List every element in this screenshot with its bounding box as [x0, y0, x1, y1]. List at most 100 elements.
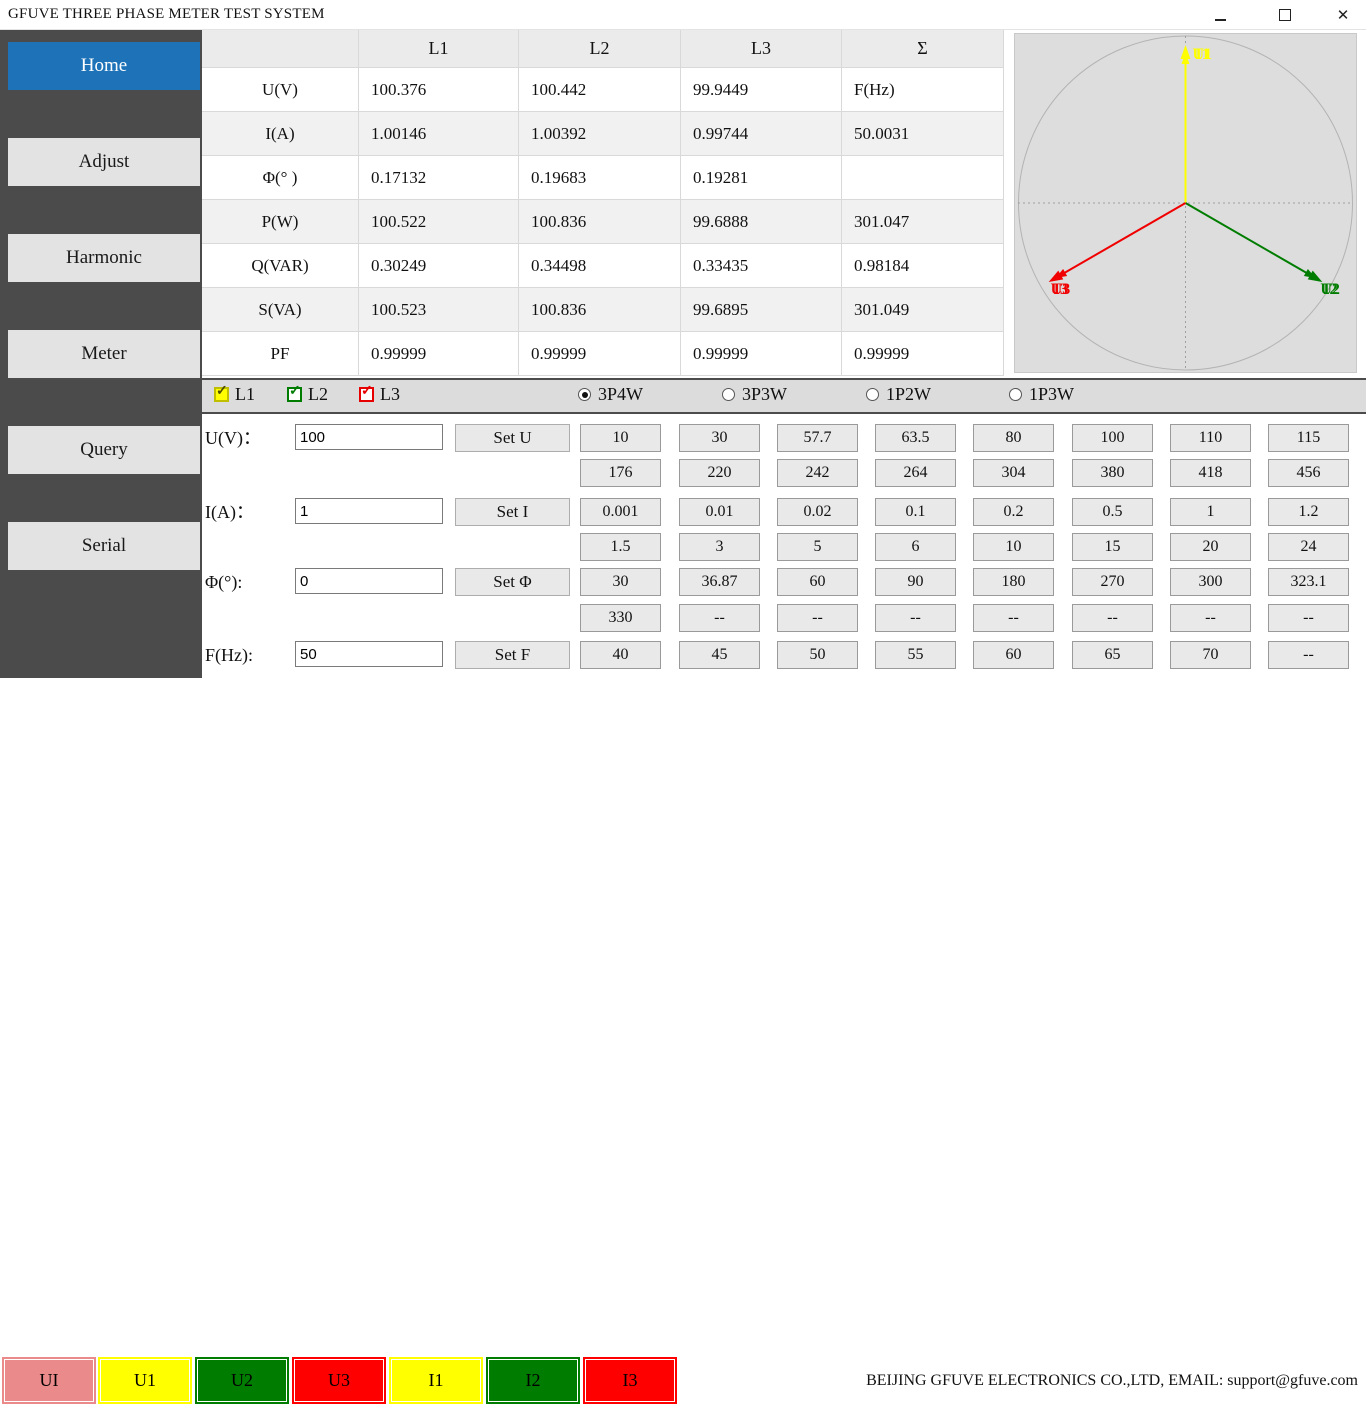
u-input[interactable] — [295, 424, 443, 450]
checkbox-l2[interactable]: ✓ — [287, 385, 302, 402]
preset-current-button[interactable]: 1.2 — [1268, 498, 1349, 526]
preset-phase-button[interactable]: -- — [973, 604, 1054, 632]
signal-button-i3[interactable]: I3 — [585, 1359, 675, 1402]
preset-voltage-button[interactable]: 57.7 — [777, 424, 858, 452]
preset-voltage-button[interactable]: 80 — [973, 424, 1054, 452]
table-header-L1: L1 — [359, 30, 519, 68]
i-input[interactable] — [295, 498, 443, 524]
preset-voltage-button[interactable]: 176 — [580, 459, 661, 487]
setter-label-i: I(A)： — [205, 502, 254, 522]
signal-button-i1[interactable]: I1 — [391, 1359, 481, 1402]
preset-phase-button[interactable]: -- — [777, 604, 858, 632]
preset-current-button[interactable]: 15 — [1072, 533, 1153, 561]
sidebar-item-home[interactable]: Home — [8, 42, 200, 90]
preset-phase-button[interactable]: 60 — [777, 568, 858, 596]
table-row-label: U(V) — [202, 68, 359, 112]
preset-phase-button[interactable]: 330 — [580, 604, 661, 632]
preset-phase-button[interactable]: 90 — [875, 568, 956, 596]
table-cell: 0.99999 — [359, 332, 519, 376]
table-cell: 0.33435 — [681, 244, 842, 288]
preset-voltage-button[interactable]: 63.5 — [875, 424, 956, 452]
preset-current-button[interactable]: 20 — [1170, 533, 1251, 561]
preset-voltage-button[interactable]: 456 — [1268, 459, 1349, 487]
preset-current-button[interactable]: 6 — [875, 533, 956, 561]
preset-phase-button[interactable]: 323.1 — [1268, 568, 1349, 596]
preset-current-button[interactable]: 0.01 — [679, 498, 760, 526]
preset-voltage-button[interactable]: 418 — [1170, 459, 1251, 487]
preset-current-button[interactable]: 0.1 — [875, 498, 956, 526]
set-f-button[interactable]: Set F — [455, 641, 570, 669]
preset-frequency-button[interactable]: 45 — [679, 641, 760, 669]
sidebar-item-query[interactable]: Query — [8, 426, 200, 474]
preset-voltage-button[interactable]: 220 — [679, 459, 760, 487]
preset-phase-button[interactable]: 180 — [973, 568, 1054, 596]
preset-current-button[interactable]: 1 — [1170, 498, 1251, 526]
signal-button-u1[interactable]: U1 — [100, 1359, 190, 1402]
sidebar-item-harmonic[interactable]: Harmonic — [8, 234, 200, 282]
preset-voltage-button[interactable]: 110 — [1170, 424, 1251, 452]
sidebar: Home Adjust Harmonic Meter Query Serial — [0, 30, 202, 678]
signal-button-u2[interactable]: U2 — [197, 1359, 287, 1402]
preset-frequency-button[interactable]: -- — [1268, 641, 1349, 669]
preset-phase-button[interactable]: 300 — [1170, 568, 1251, 596]
close-button[interactable]: ✕ — [1321, 0, 1365, 30]
phasor-label-u1: U1 — [1193, 46, 1213, 63]
signal-button-i2[interactable]: I2 — [488, 1359, 578, 1402]
preset-frequency-button[interactable]: 50 — [777, 641, 858, 669]
sidebar-item-adjust[interactable]: Adjust — [8, 138, 200, 186]
preset-current-button[interactable]: 0.02 — [777, 498, 858, 526]
preset-voltage-button[interactable]: 242 — [777, 459, 858, 487]
preset-phase-button[interactable]: -- — [679, 604, 760, 632]
preset-phase-button[interactable]: 30 — [580, 568, 661, 596]
radio-1p3w[interactable] — [1009, 388, 1022, 401]
preset-frequency-button[interactable]: 40 — [580, 641, 661, 669]
preset-phase-button[interactable]: -- — [1268, 604, 1349, 632]
preset-voltage-button[interactable]: 100 — [1072, 424, 1153, 452]
preset-frequency-button[interactable]: 55 — [875, 641, 956, 669]
phasor-label-i3: I3 — [1054, 281, 1068, 298]
preset-frequency-button[interactable]: 70 — [1170, 641, 1251, 669]
radio-3p4w[interactable] — [578, 388, 591, 401]
preset-current-button[interactable]: 0.5 — [1072, 498, 1153, 526]
preset-current-button[interactable]: 5 — [777, 533, 858, 561]
preset-voltage-button[interactable]: 380 — [1072, 459, 1153, 487]
phi-input[interactable] — [295, 568, 443, 594]
preset-current-button[interactable]: 0.001 — [580, 498, 661, 526]
sidebar-item-serial[interactable]: Serial — [8, 522, 200, 570]
signal-button-u3[interactable]: U3 — [294, 1359, 384, 1402]
checkbox-l3[interactable]: ✓ — [359, 385, 374, 402]
preset-phase-button[interactable]: -- — [1072, 604, 1153, 632]
sidebar-item-meter[interactable]: Meter — [8, 330, 200, 378]
preset-phase-button[interactable]: -- — [1170, 604, 1251, 632]
signal-button-ui[interactable]: UI — [4, 1359, 94, 1402]
table-cell: 301.047 — [842, 200, 1004, 244]
set-i-button[interactable]: Set I — [455, 498, 570, 526]
preset-current-button[interactable]: 1.5 — [580, 533, 661, 561]
f-input[interactable] — [295, 641, 443, 667]
company-info: BEIJING GFUVE ELECTRONICS CO.,LTD, EMAIL… — [866, 1372, 1358, 1389]
set-phi-button[interactable]: Set Φ — [455, 568, 570, 596]
preset-voltage-button[interactable]: 304 — [973, 459, 1054, 487]
preset-current-button[interactable]: 3 — [679, 533, 760, 561]
minimize-button[interactable] — [1198, 0, 1242, 30]
radio-label-1p2w: 1P2W — [886, 384, 931, 404]
set-u-button[interactable]: Set U — [455, 424, 570, 452]
preset-frequency-button[interactable]: 60 — [973, 641, 1054, 669]
preset-voltage-button[interactable]: 10 — [580, 424, 661, 452]
radio-3p3w[interactable] — [722, 388, 735, 401]
preset-phase-button[interactable]: -- — [875, 604, 956, 632]
checkbox-l1[interactable]: ✓ — [214, 385, 229, 402]
preset-voltage-button[interactable]: 264 — [875, 459, 956, 487]
maximize-button[interactable] — [1263, 0, 1307, 30]
preset-phase-button[interactable]: 270 — [1072, 568, 1153, 596]
preset-frequency-button[interactable]: 65 — [1072, 641, 1153, 669]
table-row-label: S(VA) — [202, 288, 359, 332]
preset-voltage-button[interactable]: 115 — [1268, 424, 1349, 452]
preset-current-button[interactable]: 24 — [1268, 533, 1349, 561]
preset-current-button[interactable]: 10 — [973, 533, 1054, 561]
preset-voltage-button[interactable]: 30 — [679, 424, 760, 452]
preset-current-button[interactable]: 0.2 — [973, 498, 1054, 526]
preset-phase-button[interactable]: 36.87 — [679, 568, 760, 596]
radio-1p2w[interactable] — [866, 388, 879, 401]
table-cell: 100.442 — [519, 68, 681, 112]
